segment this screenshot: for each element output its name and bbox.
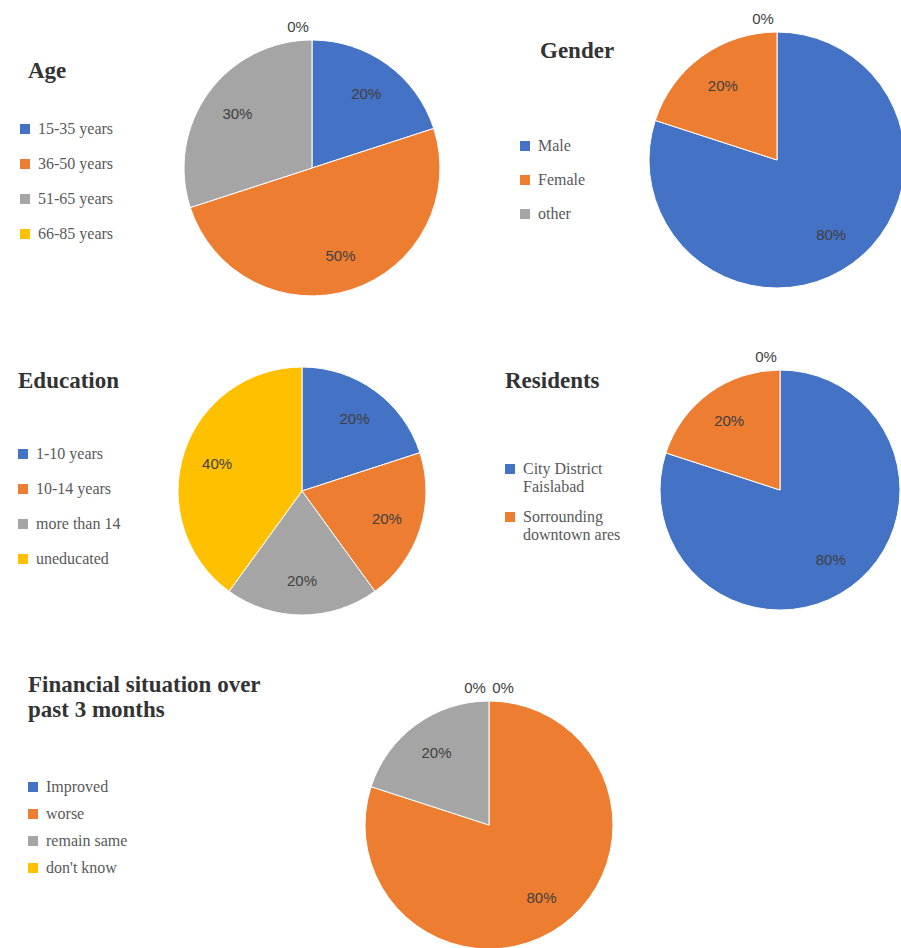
html-text:Financial situation over past: Financial situation over past 3 months: [28, 672, 261, 723]
html-text:other: other: [538, 205, 571, 222]
html-text:1-10 years: 1-10 years: [36, 445, 104, 462]
html-text:Sorrounding downtown ares: Sorrounding downtown ares: [523, 508, 621, 543]
html-text:City District Faislabad: City District Faislabad: [523, 460, 603, 495]
svg-text:0%: 0%: [464, 679, 486, 696]
svg-text:20%: 20%: [714, 412, 744, 429]
html-text:Female: Female: [538, 171, 586, 188]
html-text:36-50 years: 36-50 years: [38, 155, 114, 172]
html-text:worse: worse: [46, 805, 85, 822]
svg-text:0%: 0%: [287, 18, 309, 35]
svg-text:30%: 30%: [222, 105, 252, 122]
svg-text:0%: 0%: [752, 10, 774, 27]
html-text:Improved: Improved: [46, 778, 109, 795]
svg-text:20%: 20%: [422, 744, 452, 761]
html-text:Male: Male: [538, 137, 571, 154]
svg-text:80%: 80%: [816, 226, 846, 243]
svg-text:0%: 0%: [492, 679, 514, 696]
svg-text:20%: 20%: [372, 510, 402, 527]
html-text:15-35 years: 15-35 years: [38, 120, 114, 137]
svg-text:20%: 20%: [339, 410, 369, 427]
svg-text:50%: 50%: [325, 247, 355, 264]
html-text:Age: Age: [28, 58, 67, 83]
html-text:Education: Education: [18, 368, 119, 393]
html-text:remain same: remain same: [46, 832, 128, 849]
html-text:uneducated: uneducated: [36, 550, 109, 567]
html-text:more than 14: more than 14: [36, 515, 121, 532]
svg-text:20%: 20%: [351, 85, 381, 102]
html-text:10-14 years: 10-14 years: [36, 480, 112, 497]
html-text:Gender: Gender: [540, 38, 615, 63]
svg-text:40%: 40%: [202, 455, 232, 472]
svg-text:80%: 80%: [816, 551, 846, 568]
html-text:66-85 years: 66-85 years: [38, 225, 114, 242]
svg-text:20%: 20%: [287, 572, 317, 589]
html-text:Residents: Residents: [505, 368, 600, 393]
html-text:don't know: don't know: [46, 859, 117, 876]
html-text:51-65 years: 51-65 years: [38, 190, 114, 207]
svg-text:0%: 0%: [755, 348, 777, 365]
svg-text:20%: 20%: [708, 77, 738, 94]
svg-text:80%: 80%: [526, 889, 556, 906]
